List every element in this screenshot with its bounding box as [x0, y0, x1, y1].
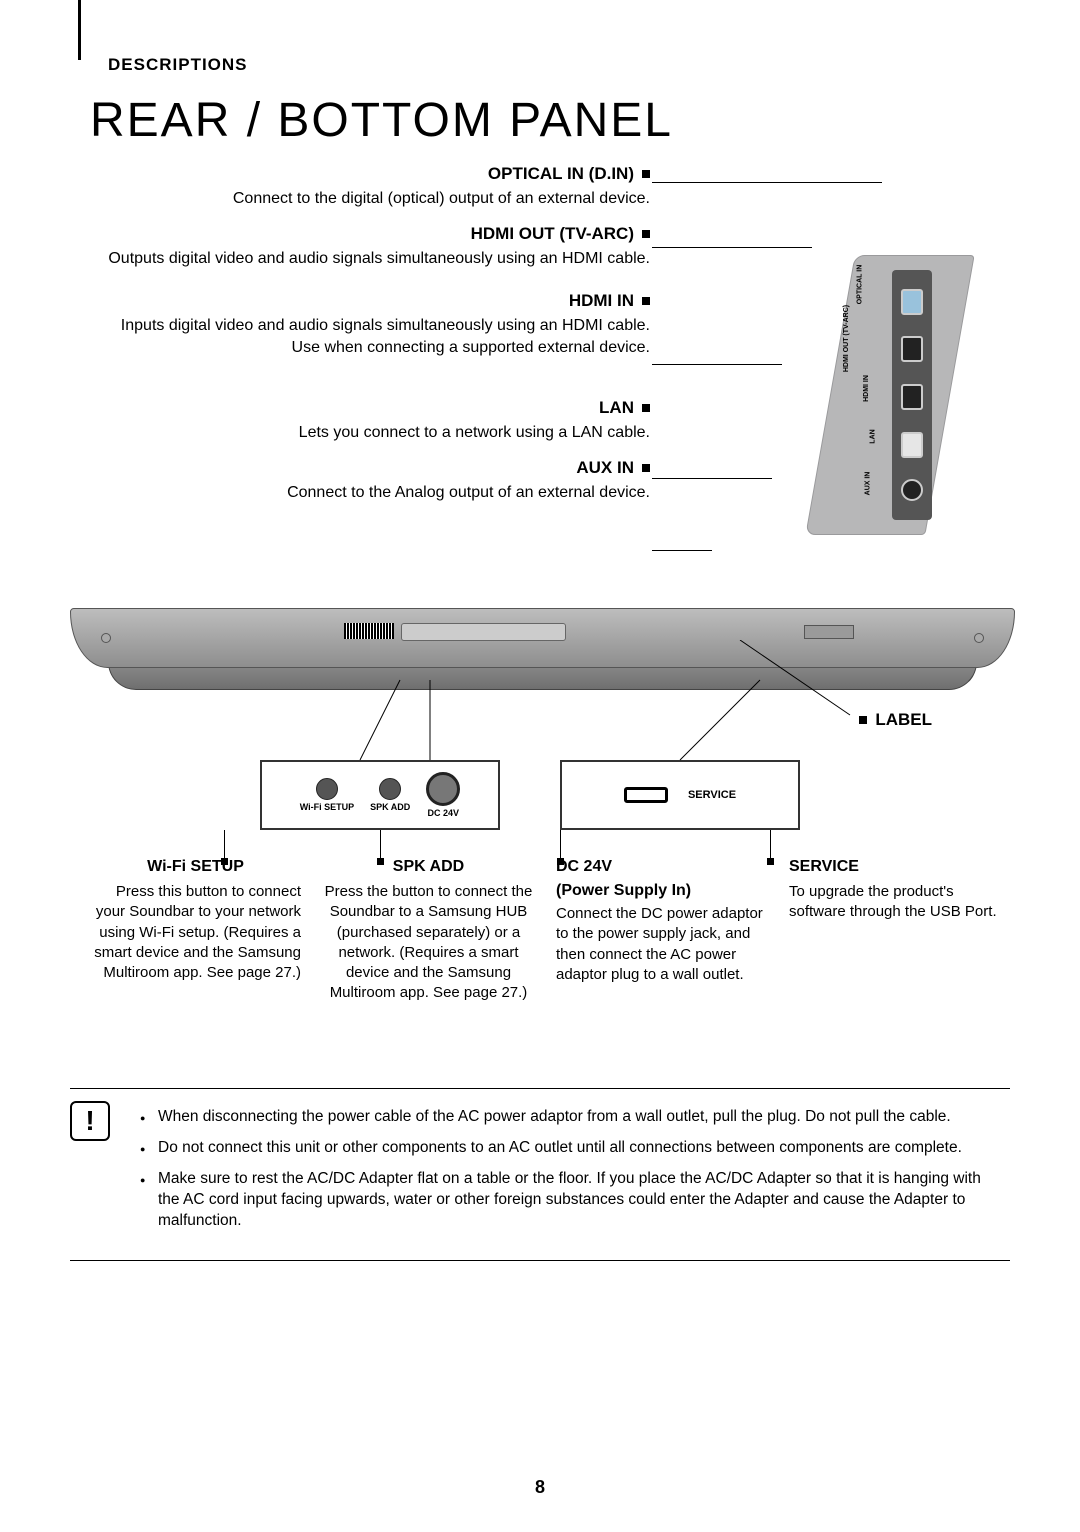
- col-title: DC 24V: [556, 858, 767, 876]
- leader-end-icon: [642, 297, 650, 305]
- port-desc: Lets you connect to a network using a LA…: [90, 422, 650, 444]
- panel-label: OPTICAL IN: [857, 265, 864, 305]
- col-title: Wi-Fi SETUP: [90, 858, 301, 876]
- inset-label: Wi-Fi SETUP: [300, 802, 354, 812]
- caution-item: Make sure to rest the AC/DC Adapter flat…: [140, 1169, 1000, 1232]
- col-dc24v: DC 24V (Power Supply In) Connect the DC …: [556, 858, 767, 1004]
- caution-block: ! When disconnecting the power cable of …: [70, 1088, 1010, 1261]
- col-subtitle: (Power Supply In): [556, 882, 767, 900]
- col-body: Press this button to connect your Soundb…: [90, 882, 301, 983]
- lan-jack-icon: [901, 432, 923, 458]
- port-title: AUX IN: [576, 458, 634, 478]
- caution-icon: !: [70, 1101, 110, 1141]
- optical-jack-icon: [901, 289, 923, 315]
- leader-line: [652, 550, 712, 551]
- leader-line: [652, 478, 772, 479]
- label-text: LABEL: [875, 710, 932, 730]
- screw-icon: [974, 633, 984, 643]
- leader-end-icon: [859, 716, 867, 724]
- page-number: 8: [0, 1477, 1080, 1498]
- page-title: REAR / BOTTOM PANEL: [90, 93, 1010, 148]
- spk-add-button-icon: [379, 778, 401, 800]
- leader-line: [652, 182, 882, 183]
- leader-end-icon: [642, 404, 650, 412]
- caution-list: When disconnecting the power cable of th…: [140, 1107, 1000, 1232]
- port-title: HDMI OUT (TV-ARC): [471, 224, 634, 244]
- panel-label: LAN: [869, 429, 876, 443]
- inset-label: SERVICE: [688, 789, 736, 801]
- service-inset: SERVICE: [560, 760, 800, 830]
- wifi-setup-button-icon: [316, 778, 338, 800]
- label-patch: [804, 625, 854, 639]
- port-title: LAN: [599, 398, 634, 418]
- port-hdmi-in: HDMI IN Inputs digital video and audio s…: [90, 291, 650, 358]
- device-case: [805, 255, 974, 535]
- bottom-descriptions: Wi-Fi SETUP Press this button to connect…: [90, 858, 1000, 1004]
- section-label: DESCRIPTIONS: [108, 55, 1010, 75]
- callout-insets: Wi-Fi SETUP SPK ADD DC 24V SERVICE: [260, 760, 800, 830]
- port-desc: Outputs digital video and audio signals …: [90, 248, 650, 270]
- col-body: To upgrade the product's software throug…: [789, 882, 1000, 923]
- panel-label: HDMI OUT (TV-ARC): [843, 305, 850, 372]
- col-service: SERVICE To upgrade the product's softwar…: [789, 858, 1000, 1004]
- port-title: OPTICAL IN (D.IN): [488, 164, 634, 184]
- port-hdmi-out: HDMI OUT (TV-ARC) Outputs digital video …: [90, 224, 650, 270]
- col-wifi-setup: Wi-Fi SETUP Press this button to connect…: [90, 858, 301, 1004]
- panel-label: AUX IN: [865, 472, 872, 496]
- col-spk-add: SPK ADD Press the button to connect the …: [323, 858, 534, 1004]
- col-body: Connect the DC power adaptor to the powe…: [556, 904, 767, 985]
- leader-line: [652, 247, 812, 248]
- caution-item: When disconnecting the power cable of th…: [140, 1107, 1000, 1128]
- col-title: SERVICE: [789, 858, 1000, 876]
- port-desc: Connect to the Analog output of an exter…: [90, 482, 650, 504]
- port-title: HDMI IN: [569, 291, 634, 311]
- rear-panel-diagram: OPTICAL IN HDMI OUT (TV-ARC) HDMI IN LAN…: [785, 255, 950, 535]
- col-body: Press the button to connect the Soundbar…: [323, 882, 534, 1004]
- port-desc: Connect to the digital (optical) output …: [90, 188, 650, 210]
- service-port-icon: [624, 787, 668, 803]
- port-desc: Inputs digital video and audio signals s…: [90, 315, 650, 358]
- leader-end-icon: [642, 230, 650, 238]
- col-title: SPK ADD: [323, 858, 534, 876]
- leader-end-icon: [642, 170, 650, 178]
- hdmi-in-jack-icon: [901, 384, 923, 410]
- port-column: [892, 270, 932, 520]
- port-aux: AUX IN Connect to the Analog output of a…: [90, 458, 650, 504]
- panel-label: HDMI IN: [863, 375, 870, 402]
- hdmi-out-jack-icon: [901, 336, 923, 362]
- aux-jack-icon: [901, 479, 923, 501]
- inset-label: DC 24V: [428, 808, 460, 818]
- inset-leader-lines: [260, 670, 860, 770]
- dc24v-jack-icon: [426, 772, 460, 806]
- barcode-icon: [344, 623, 394, 639]
- bottom-port-strip: [401, 623, 566, 641]
- controls-inset: Wi-Fi SETUP SPK ADD DC 24V: [260, 760, 500, 830]
- leader-end-icon: [642, 464, 650, 472]
- section-rule: [78, 0, 81, 60]
- caution-item: Do not connect this unit or other compon…: [140, 1138, 1000, 1159]
- inset-label: SPK ADD: [370, 802, 410, 812]
- leader-line: [652, 364, 782, 365]
- port-lan: LAN Lets you connect to a network using …: [90, 398, 650, 444]
- label-callout: LABEL: [859, 710, 932, 730]
- screw-icon: [101, 633, 111, 643]
- port-optical: OPTICAL IN (D.IN) Connect to the digital…: [90, 164, 650, 210]
